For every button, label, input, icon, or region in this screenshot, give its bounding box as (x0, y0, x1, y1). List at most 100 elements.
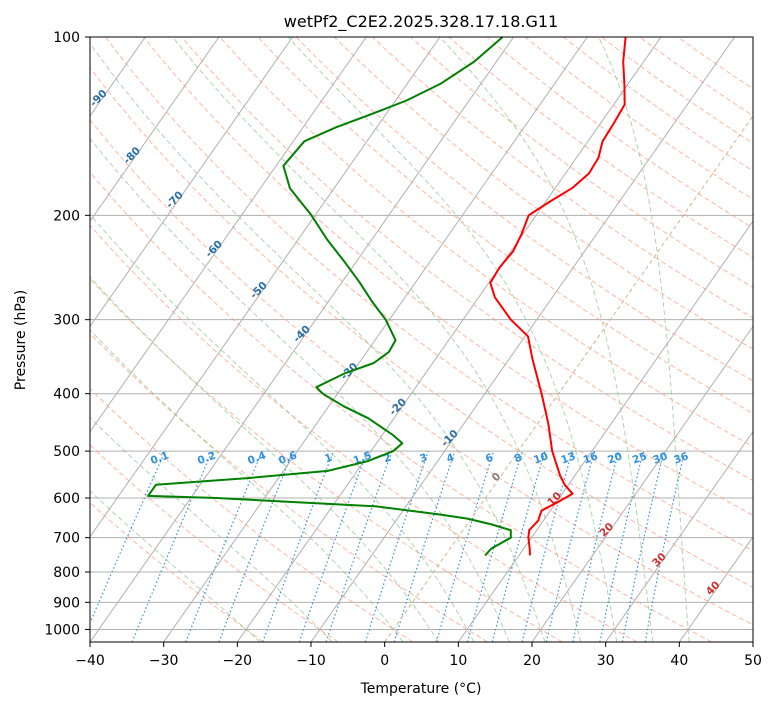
mixing-ratio-label: 30 (651, 450, 669, 466)
isotherm-line (678, 535, 753, 642)
isotherm-line (457, 220, 753, 642)
mixing-ratio-label: 10 (532, 450, 550, 466)
x-tick-label: 30 (597, 653, 615, 669)
moist-adiabat-line (90, 42, 546, 642)
isotherm-label: -80 (121, 145, 143, 167)
dry-adiabat-line (90, 278, 563, 642)
isotherm-line (0, 37, 72, 642)
moist-adiabat-line (439, 37, 654, 642)
isotherm-label: 30 (650, 551, 669, 570)
isotherm-label: -60 (203, 238, 225, 260)
temperature-profile-line (489, 37, 627, 556)
dewpoint-profile-line (147, 37, 512, 557)
mixing-ratio-line (298, 450, 368, 642)
isotherm-label: -50 (248, 279, 270, 301)
dry-adiabat-line (90, 171, 712, 642)
chart-title: wetPf2_C2E2.2025.328.17.18.G11 (284, 12, 558, 32)
x-tick-label: −40 (75, 653, 105, 669)
isotherm-line (752, 641, 753, 642)
mixing-ratio-label: 20 (606, 450, 624, 466)
x-tick-label: 20 (523, 653, 541, 669)
y-tick-label: 600 (53, 491, 80, 507)
isotherm-label-zero: 0 (490, 470, 504, 484)
background-lines (0, 37, 753, 642)
moist-adiabat-line (90, 416, 333, 642)
dry-adiabat-line (105, 37, 753, 552)
mixing-ratio-label: 1 (323, 451, 334, 465)
mixing-ratio-label: 0.2 (196, 450, 218, 468)
plot-frame (89, 36, 754, 643)
mixing-ratio-line (572, 450, 620, 642)
isotherm-line (310, 37, 736, 642)
mixing-ratio-label: 0.4 (246, 450, 268, 468)
isotherm-line (90, 37, 294, 328)
dry-adiabat-line (334, 37, 753, 350)
mixing-ratio-line (131, 450, 213, 642)
isotherm-line (90, 37, 220, 223)
y-axis-label: Pressure (hPa) (13, 290, 29, 390)
dry-adiabat-line (372, 37, 753, 319)
isotherm-line (531, 325, 753, 642)
dry-adiabat-line (90, 67, 753, 588)
mixing-ratio-label: 2 (382, 451, 393, 465)
moist-adiabat-line (598, 37, 690, 642)
dry-adiabat-line (90, 119, 753, 626)
dry-adiabat-line (90, 387, 414, 642)
isotherm-label: -90 (88, 87, 110, 109)
mixing-ratio-line (185, 450, 263, 642)
mixing-ratio-line (466, 450, 523, 642)
dry-adiabat-line (601, 37, 753, 144)
moist-adiabat-line (90, 276, 439, 642)
isotherm-line (236, 37, 662, 642)
mixing-ratio-line (435, 450, 495, 642)
y-tick-label: 500 (53, 444, 80, 460)
x-tick-label: 40 (670, 653, 688, 669)
isotherm-label: 20 (597, 521, 616, 540)
y-tick-label: 300 (53, 313, 80, 329)
isotherm-line (90, 37, 515, 642)
isotherm-label: -10 (439, 428, 461, 450)
x-tick-label: −20 (223, 653, 253, 669)
moist-adiabat-line (90, 329, 404, 642)
dry-adiabat-line (90, 444, 339, 642)
isotherm-label: -20 (387, 396, 409, 418)
y-tick-label: 900 (53, 595, 80, 611)
moist-adiabat-line (90, 137, 510, 642)
dry-adiabat-line (295, 37, 753, 382)
x-axis-label: Temperature (°C) (360, 681, 482, 697)
isotherm-line (90, 37, 441, 538)
mixing-ratio-label: 8 (513, 451, 524, 465)
mixing-ratio-label: 36 (672, 450, 690, 466)
y-tick-label: 400 (53, 387, 80, 403)
x-tick-label: 0 (380, 653, 389, 669)
mixing-ratio-label: 0.6 (277, 450, 299, 468)
profile-lines (147, 37, 627, 557)
mixing-ratio-label: 25 (631, 450, 649, 466)
mixing-ratio-line (90, 450, 166, 625)
moist-adiabat-line (90, 213, 475, 642)
axes: −40 −30 −20 −10 0 10 20 30 40 5010020030040050060… (44, 30, 762, 669)
mixing-ratio-line (262, 450, 335, 642)
x-tick-label: −30 (149, 653, 179, 669)
dry-adiabat-line (143, 37, 753, 516)
mixing-ratio-label: 6 (484, 451, 495, 465)
mixing-ratio-label: 4 (445, 451, 456, 465)
y-tick-label: 1000 (44, 622, 80, 638)
mixing-ratio-line (545, 450, 595, 642)
y-tick-label: 700 (53, 531, 80, 547)
dry-adiabat-line (677, 37, 753, 90)
moist-adiabat-line (287, 37, 618, 642)
x-tick-label: −10 (296, 653, 326, 669)
isotherm-label: 40 (704, 579, 723, 598)
y-tick-label: 200 (53, 208, 80, 224)
mixing-ratio-line (325, 450, 393, 642)
x-tick-label: 10 (449, 653, 467, 669)
dry-adiabat-line (90, 501, 264, 642)
dry-adiabat-line (90, 332, 488, 642)
mixing-ratio-line (218, 450, 294, 642)
mixing-ratio-line (621, 450, 665, 642)
mixing-ratio-label: 0.1 (149, 450, 171, 468)
mixing-ratio-label: 13 (559, 450, 577, 466)
mixing-ratio-line (521, 450, 573, 642)
